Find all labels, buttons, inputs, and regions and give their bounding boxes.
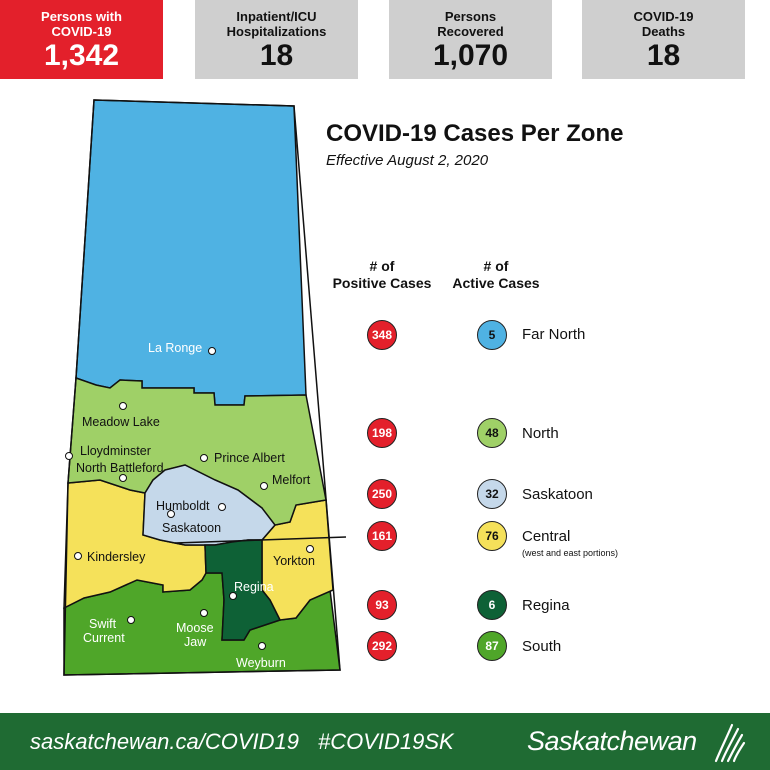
footer-brand: Saskatchewan (527, 726, 697, 756)
active-far-north: 5 (477, 320, 507, 350)
footer-url-link[interactable]: saskatchewan.ca/COVID19 (30, 729, 300, 754)
active-north: 48 (477, 418, 507, 448)
dot-saskatoon (167, 510, 175, 518)
positive-north: 198 (367, 418, 397, 448)
active-regina: 6 (477, 590, 507, 620)
wheat-logo-icon (714, 723, 746, 763)
label-la-ronge: La Ronge (148, 341, 202, 355)
stat-cases-label-1: Persons with (41, 9, 122, 24)
stat-recovered-value: 1,070 (432, 39, 509, 72)
page-title: COVID-19 Cases Per Zone (326, 120, 624, 147)
dot-prince-albert (200, 454, 208, 462)
label-north-battleford: North Battleford (76, 461, 164, 475)
label-swift-current-2: Current (83, 631, 125, 645)
zone-label-south: South (522, 638, 562, 655)
zone-label-north: North (522, 425, 559, 442)
stat-recovered: Persons Recovered 1,070 (389, 0, 552, 79)
positive-cases-header: # of Positive Cases (322, 258, 442, 292)
positive-regina: 93 (367, 590, 397, 620)
stat-hosp-label-2: Hospitalizations (226, 24, 327, 39)
label-moose-jaw-2: Jaw (184, 635, 207, 649)
stat-deaths: COVID-19 Deaths 18 (582, 0, 745, 79)
label-meadow-lake: Meadow Lake (82, 415, 160, 429)
active-cases-header: # of Active Cases (436, 258, 556, 292)
stat-hosp-label-1: Inpatient/ICU (236, 9, 317, 24)
active-header-line-1: # of (483, 258, 509, 274)
zone-far-north-area (75, 99, 307, 406)
label-lloydminster: Lloydminster (80, 444, 151, 458)
zone-label-regina: Regina (522, 597, 570, 614)
label-moose-jaw-1: Moose (176, 621, 214, 635)
positive-header-line-2: Positive Cases (332, 275, 432, 291)
positive-far-north: 348 (367, 320, 397, 350)
city-dots (65, 347, 314, 650)
stat-deaths-label-2: Deaths (641, 24, 686, 39)
positive-central: 161 (367, 521, 397, 551)
dot-north-battleford (119, 474, 127, 482)
stat-deaths-label-1: COVID-19 (633, 9, 694, 24)
province-outline (63, 99, 341, 676)
stat-recovered-label-1: Persons (444, 9, 497, 24)
footer-bar: saskatchewan.ca/COVID19 #COVID19SK Saska… (0, 713, 770, 770)
dot-la-ronge (208, 347, 216, 355)
stat-cases-label-2: COVID-19 (51, 24, 112, 39)
dot-lloydminster (65, 452, 73, 460)
label-regina: Regina (234, 580, 274, 594)
dot-regina (229, 592, 237, 600)
active-south: 87 (477, 631, 507, 661)
label-kindersley: Kindersley (87, 550, 146, 564)
dot-swift-current (127, 616, 135, 624)
label-saskatoon: Saskatoon (162, 521, 221, 535)
label-swift-current-1: Swift (89, 617, 117, 631)
zone-label-far-north: Far North (522, 326, 586, 343)
central-leader-line (174, 536, 347, 544)
label-prince-albert: Prince Albert (214, 451, 285, 465)
dot-melfort (260, 482, 268, 490)
label-weyburn: Weyburn (236, 656, 286, 670)
dot-humboldt (218, 503, 226, 511)
dot-yorkton (306, 545, 314, 553)
active-central: 76 (477, 521, 507, 551)
positive-header-line-1: # of (369, 258, 395, 274)
label-melfort: Melfort (272, 473, 311, 487)
footer-hashtag: #COVID19SK (318, 729, 454, 754)
stat-hospitalizations: Inpatient/ICU Hospitalizations 18 (195, 0, 358, 79)
positive-saskatoon: 250 (367, 479, 397, 509)
stat-cases: Persons with COVID-19 1,342 (0, 0, 163, 79)
stat-hosp-value: 18 (259, 39, 294, 72)
label-humboldt: Humboldt (156, 499, 210, 513)
dot-weyburn (258, 642, 266, 650)
stat-cases-value: 1,342 (43, 39, 120, 72)
active-header-line-2: Active Cases (452, 275, 540, 291)
stat-deaths-value: 18 (646, 39, 681, 72)
page-subtitle: Effective August 2, 2020 (326, 152, 489, 169)
active-saskatoon: 32 (477, 479, 507, 509)
stat-recovered-label-2: Recovered (437, 24, 504, 39)
positive-south: 292 (367, 631, 397, 661)
dot-kindersley (74, 552, 82, 560)
zone-label-central: Central (522, 528, 571, 545)
dot-meadow-lake (119, 402, 127, 410)
zone-label-saskatoon: Saskatoon (522, 486, 593, 503)
dot-moose-jaw (200, 609, 208, 617)
label-yorkton: Yorkton (273, 554, 315, 568)
zone-note-central: (west and east portions) (522, 548, 619, 558)
